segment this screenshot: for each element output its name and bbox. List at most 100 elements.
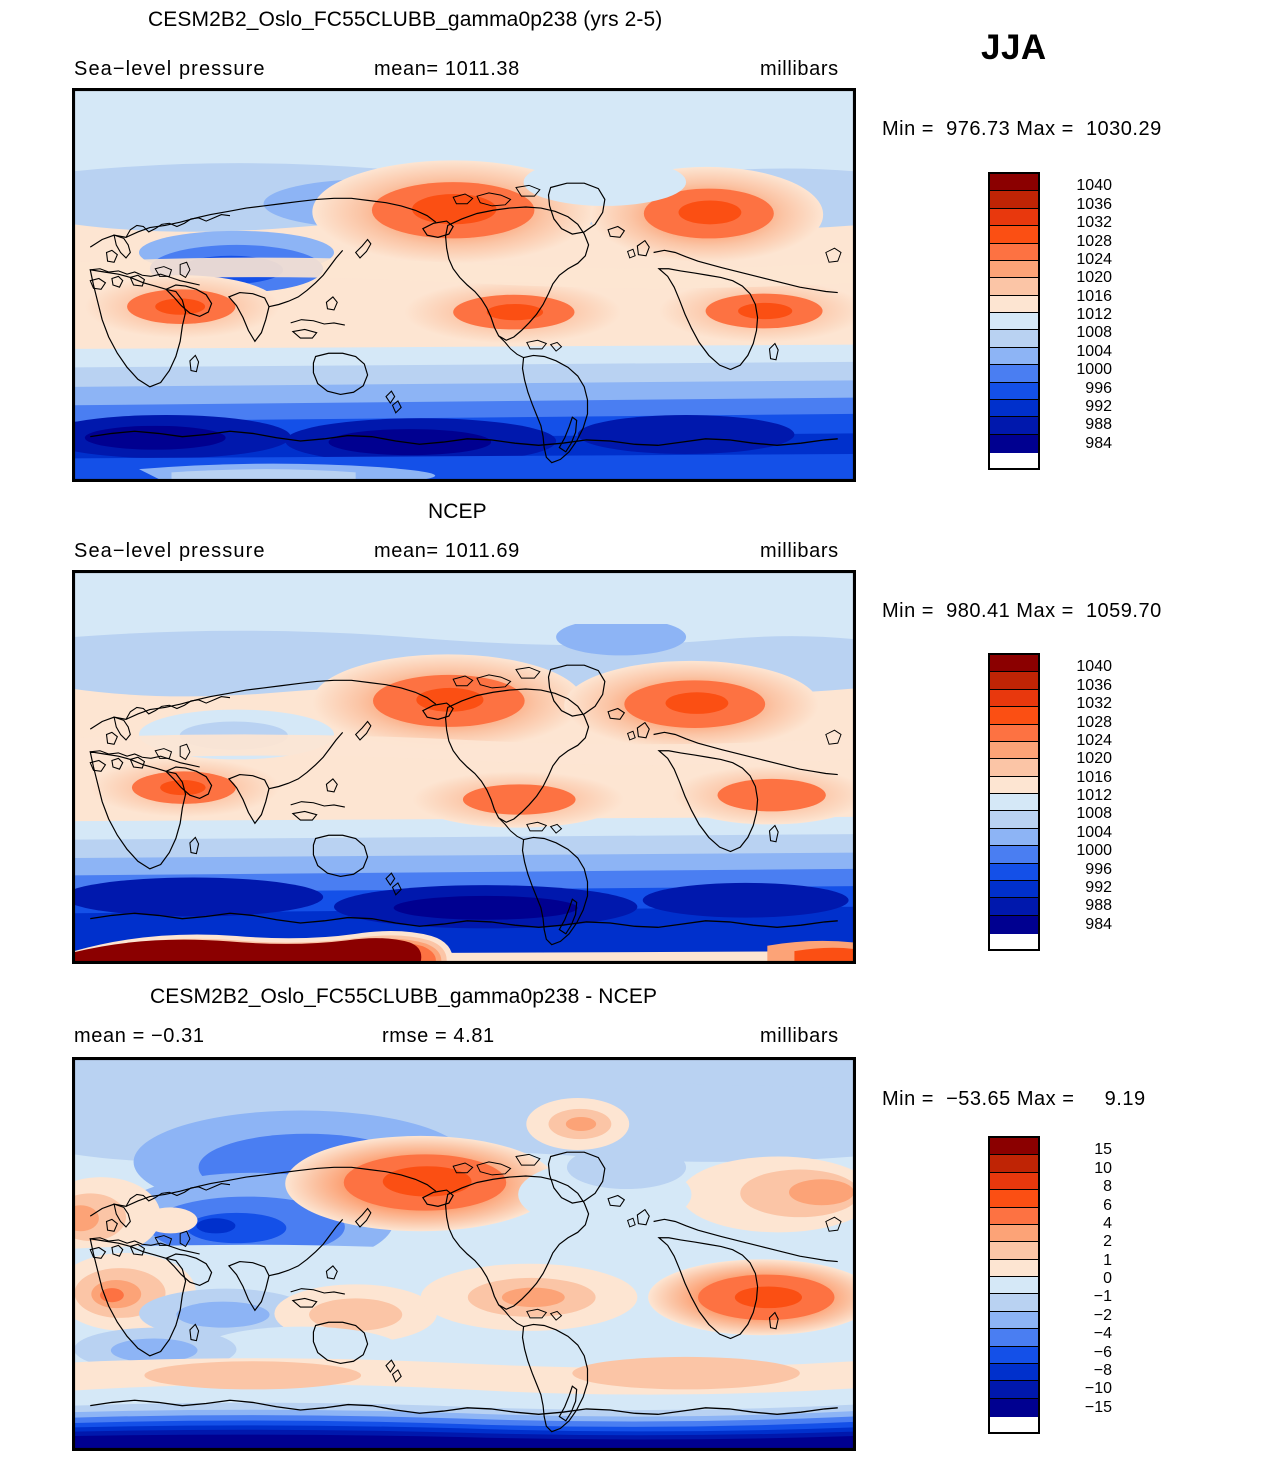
map-field-model [74,90,854,480]
panel-3-mean-label: mean = −0.31 [74,1025,205,1047]
colorbar-model-swatch [990,191,1038,209]
colorbar-difference-swatch [990,1381,1038,1399]
colorbar-ncep-swatch [990,759,1038,777]
colorbar-ncep-tick-label: 1040 [1076,658,1112,676]
colorbar-model-tick-label: 1028 [1076,232,1112,250]
colorbar-model-swatch [990,243,1038,261]
colorbar-difference-swatch [990,1190,1038,1208]
colorbar-difference-tick-label: −2 [1093,1306,1112,1324]
colorbar-ncep-swatch [990,741,1038,760]
colorbar-model-tick-label: 1036 [1076,195,1112,213]
colorbar-difference[interactable] [988,1136,1040,1434]
colorbar-ncep-swatch [990,915,1038,934]
colorbar-model-swatch [990,278,1038,296]
map-panel-ncep[interactable] [72,570,856,964]
colorbar-model-tick-label: 1004 [1076,342,1112,360]
colorbar-model-tick-label: 988 [1085,416,1112,434]
colorbar-ncep-tick-label: 1020 [1076,750,1112,768]
colorbar-ncep-tick-label: 1032 [1076,695,1112,713]
colorbar-ncep-swatch [990,846,1038,864]
colorbar-difference-tick-label: −1 [1093,1288,1112,1306]
colorbar-difference-swatch [990,1172,1038,1191]
colorbar-difference-tick-label: −10 [1084,1380,1112,1398]
panel-2-minmax: Min = 980.41 Max = 1059.70 [882,600,1162,622]
panel-1-title: CESM2B2_Oslo_FC55CLUBB_gamma0p238 (yrs 2… [148,8,663,31]
panel-2-units-label: millibars [760,540,839,562]
panel-1-mean-label: mean= 1011.38 [374,58,520,80]
colorbar-model-swatch [990,330,1038,348]
colorbar-model-swatch [990,260,1038,279]
colorbar-ncep-swatch [990,689,1038,708]
colorbar-difference-swatch [990,1363,1038,1382]
colorbar-difference-swatch [990,1224,1038,1243]
colorbar-model-tick-label: 1020 [1076,269,1112,287]
colorbar-ncep-tick-label: 1000 [1076,842,1112,860]
colorbar-ncep-tick-label: 992 [1085,878,1112,896]
colorbar-model-tick-label: 1012 [1076,306,1112,323]
colorbar-difference-tick-label: 2 [1103,1233,1112,1251]
colorbar-model-swatch [990,417,1038,435]
map-field-ncep [74,572,854,962]
colorbar-difference-tick-label: 15 [1094,1141,1112,1159]
colorbar-ncep-swatch [990,655,1038,673]
panel-2-title: NCEP [428,500,487,523]
colorbar-ncep-swatch [990,724,1038,742]
colorbar-difference-swatch [990,1207,1038,1225]
colorbar-model-swatch [990,226,1038,244]
colorbar-model-swatch [990,295,1038,313]
map-panel-difference[interactable] [72,1057,856,1451]
panel-1-variable-label: Sea−level pressure [74,58,266,80]
colorbar-model-tick-label: 1016 [1076,287,1112,305]
colorbar-difference-tick-label: −15 [1084,1398,1112,1416]
colorbar-ncep-labels: 1040 1036 1032 1028 1024 1020 1016 1012 1008 1004… [1052,653,1172,951]
colorbar-ncep-swatch [990,707,1038,725]
colorbar-difference-labels: 15 10 8 6 4 2 1 0 −1 −2 −4 −6 −8 −10 −15 [1052,1136,1172,1434]
panel-3-minmax: Min = −53.65 Max = 9.19 [882,1088,1146,1110]
colorbar-model-swatch [990,174,1038,192]
colorbar-ncep-tick-label: 1036 [1076,676,1112,694]
colorbar-difference-swatch [990,1398,1038,1417]
colorbar-ncep-tick-label: 988 [1085,897,1112,915]
colorbar-ncep-swatch [990,863,1038,881]
colorbar-model-tick-label: 992 [1085,397,1112,415]
panel-1-minmax: Min = 976.73 Max = 1030.29 [882,118,1162,140]
colorbar-difference-swatch [990,1138,1038,1156]
colorbar-model-tick-label: 1032 [1076,214,1112,232]
colorbar-difference-tick-label: 10 [1094,1159,1112,1177]
colorbar-ncep-swatch [990,776,1038,794]
colorbar-difference-swatch [990,1294,1038,1312]
panel-3-title: CESM2B2_Oslo_FC55CLUBB_gamma0p238 - NCEP [150,985,658,1008]
colorbar-difference-tick-label: 0 [1103,1270,1112,1287]
colorbar-model-tick-label: 996 [1085,379,1112,397]
colorbar-ncep-tick-label: 1028 [1076,713,1112,731]
colorbar-model[interactable] [988,172,1040,470]
colorbar-difference-tick-label: −6 [1093,1343,1112,1361]
colorbar-ncep-tick-label: 1024 [1076,731,1112,749]
colorbar-model-swatch [990,365,1038,383]
colorbar-ncep-swatch [990,672,1038,690]
panel-2-variable-label: Sea−level pressure [74,540,266,562]
colorbar-difference-tick-label: 1 [1103,1251,1112,1269]
colorbar-difference-swatch [990,1242,1038,1260]
colorbar-difference-tick-label: 4 [1103,1214,1112,1232]
colorbar-difference-tick-label: 8 [1103,1178,1112,1196]
colorbar-difference-tick-label: −8 [1093,1361,1112,1379]
colorbar-ncep-tick-label: 984 [1085,915,1112,933]
colorbar-difference-swatch [990,1155,1038,1173]
colorbar-ncep-swatch [990,794,1038,812]
colorbar-ncep[interactable] [988,653,1040,951]
colorbar-model-swatch [990,382,1038,400]
colorbar-model-tick-label: 1000 [1076,361,1112,379]
colorbar-model-swatch [990,208,1038,227]
colorbar-difference-swatch [990,1259,1038,1277]
colorbar-ncep-tick-label: 1004 [1076,823,1112,841]
colorbar-ncep-tick-label: 1016 [1076,768,1112,786]
colorbar-difference-tick-label: −4 [1093,1325,1112,1343]
panel-3-units-label: millibars [760,1025,839,1047]
colorbar-difference-swatch [990,1329,1038,1347]
map-panel-model[interactable] [72,88,856,482]
colorbar-model-swatch [990,313,1038,331]
colorbar-ncep-tick-label: 996 [1085,860,1112,878]
colorbar-difference-swatch [990,1311,1038,1330]
colorbar-model-swatch [990,347,1038,366]
